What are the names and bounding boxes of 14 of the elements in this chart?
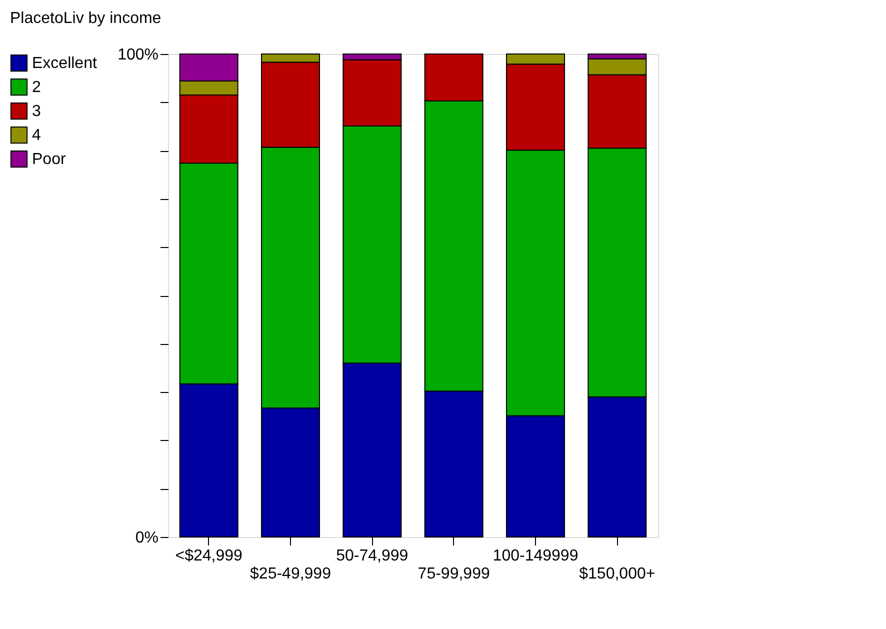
chart-title: PlacetoLiv by income — [10, 10, 162, 27]
legend-label: Excellent — [32, 55, 98, 72]
x-tick-label: 75-99,999 — [418, 566, 490, 582]
y-tick-label: 100% — [118, 46, 158, 64]
x-tick-label: $25-49,999 — [250, 566, 332, 582]
x-tick-label: 100-149999 — [492, 548, 578, 564]
x-tick-label: $150,000+ — [579, 566, 656, 582]
x-tick-label: <$24,999 — [175, 548, 243, 564]
x-tick-label: 50-74,999 — [336, 548, 408, 564]
legend-label: Poor — [32, 151, 66, 168]
y-tick-label: 0% — [135, 530, 158, 546]
legend-label: 4 — [32, 127, 41, 144]
legend-label: 2 — [32, 79, 41, 96]
legend-label: 3 — [32, 103, 41, 120]
